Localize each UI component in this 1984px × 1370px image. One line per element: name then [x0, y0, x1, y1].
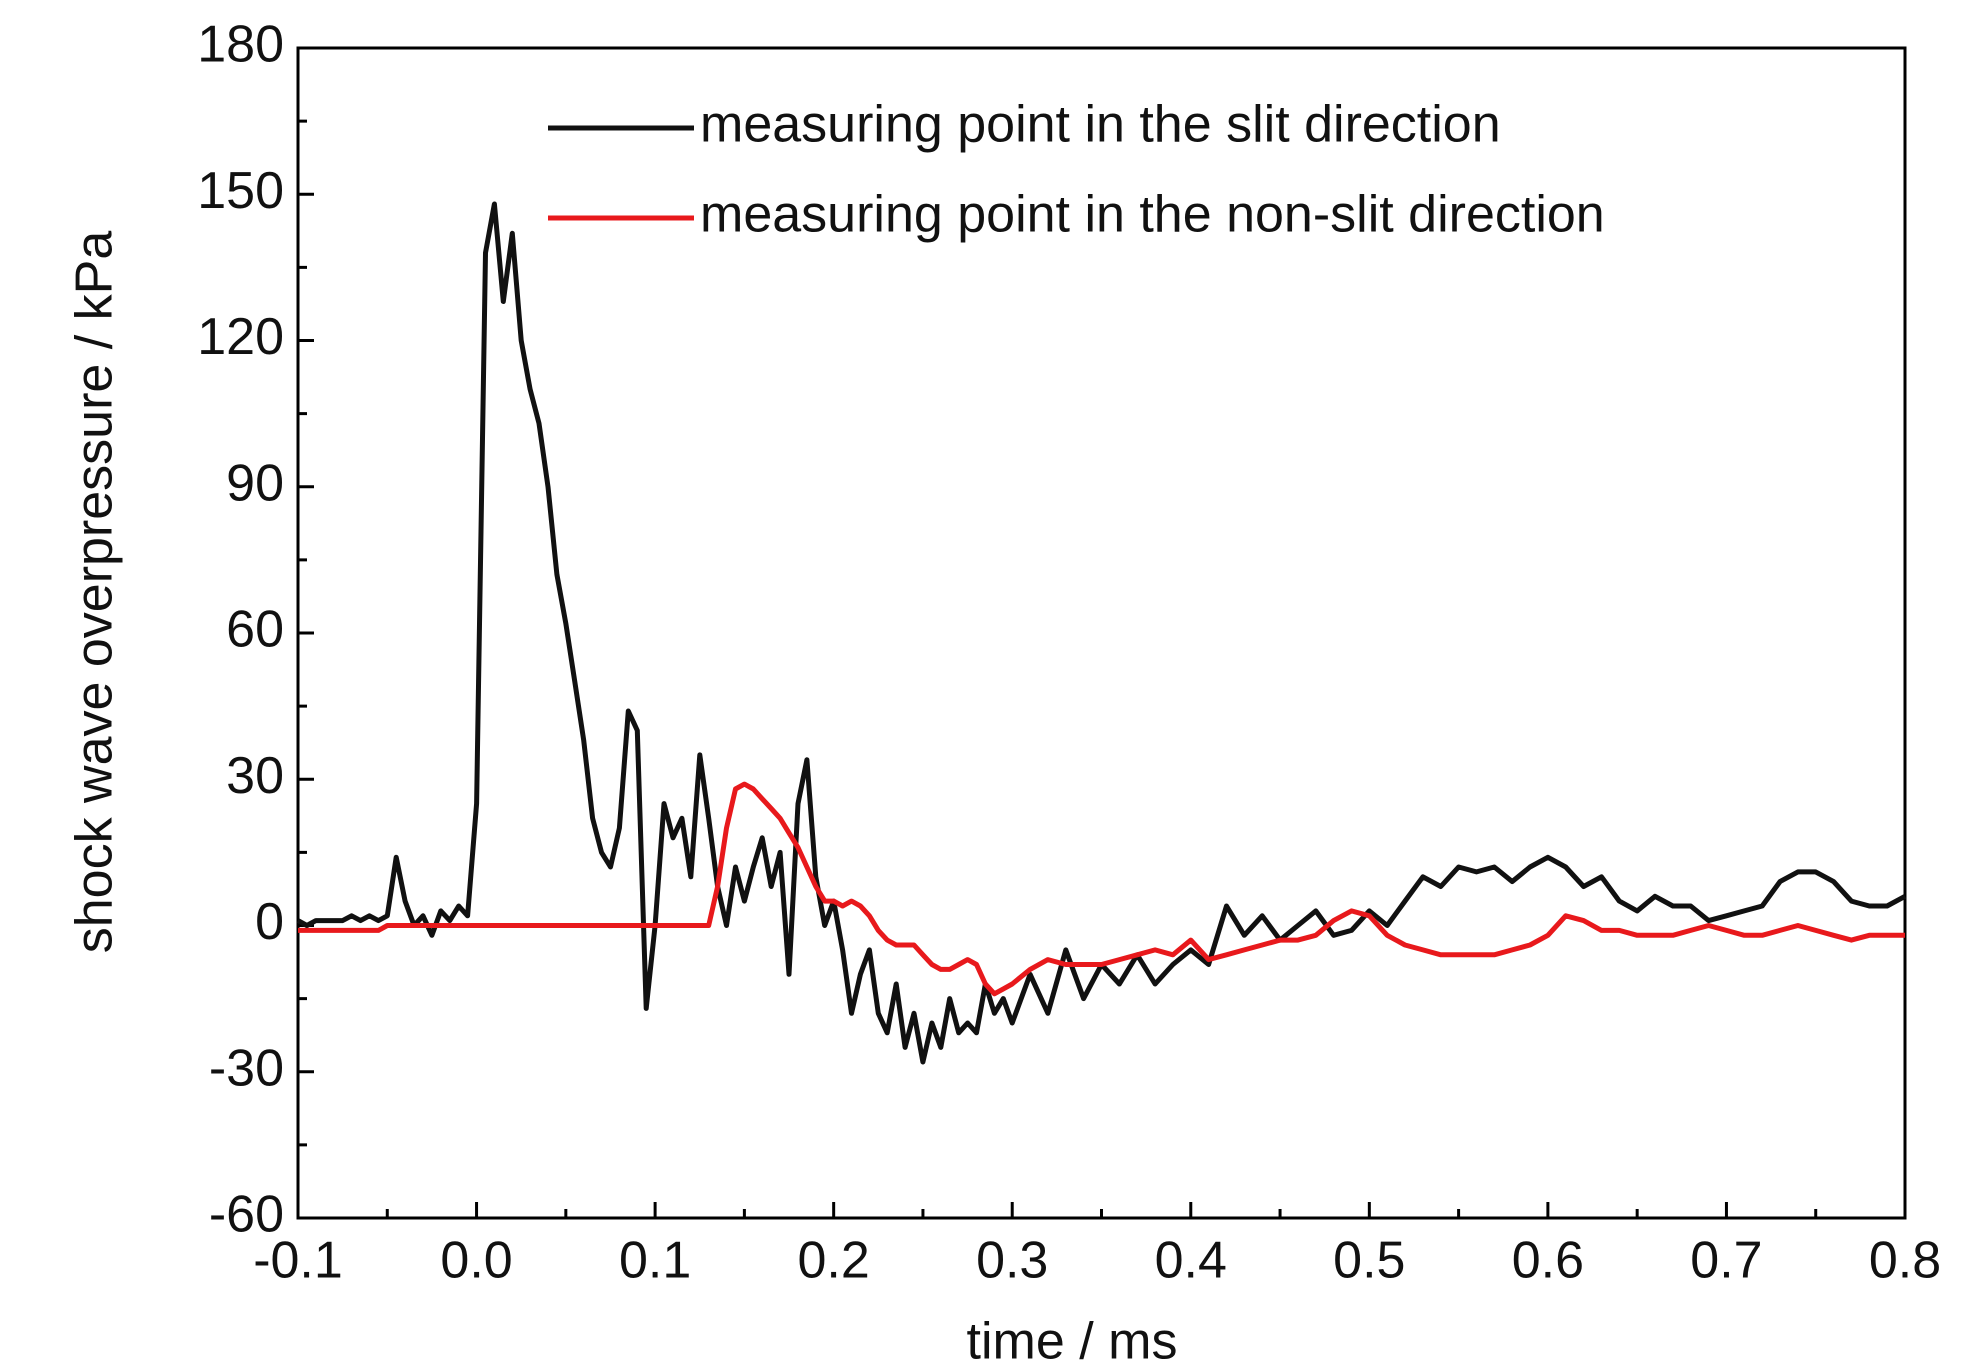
x-tick-label: 0.8 [1869, 1232, 1941, 1290]
series-line [296, 201, 1907, 1065]
y-tick-label: 120 [197, 308, 284, 366]
y-axis-label: shock wave overpressure / kPa [66, 231, 124, 954]
x-tick-label: -0.1 [253, 1232, 343, 1290]
x-tick-label: 0.2 [798, 1232, 870, 1290]
x-tick-label: 0.0 [440, 1232, 512, 1290]
y-tick-label: 180 [197, 16, 284, 74]
x-tick-label: 0.6 [1512, 1232, 1584, 1290]
y-tick-label: -30 [209, 1039, 284, 1097]
y-tick-label: -60 [209, 1186, 284, 1244]
x-tick-label: 0.5 [1333, 1232, 1405, 1290]
y-tick-label: 30 [226, 747, 284, 805]
x-tick-label: 0.1 [619, 1232, 691, 1290]
y-tick-label: 150 [197, 162, 284, 220]
x-tick-label: 0.4 [1155, 1232, 1227, 1290]
x-tick-label: 0.7 [1690, 1232, 1762, 1290]
x-tick-label: 0.3 [976, 1232, 1048, 1290]
legend-label: measuring point in the non-slit directio… [700, 186, 1605, 244]
series-line [298, 781, 1905, 997]
y-tick-label: 0 [255, 893, 284, 951]
y-tick-label: 90 [226, 454, 284, 512]
legend-label: measuring point in the slit direction [700, 96, 1501, 154]
x-axis-label: time / ms [967, 1313, 1178, 1370]
y-tick-label: 60 [226, 601, 284, 659]
